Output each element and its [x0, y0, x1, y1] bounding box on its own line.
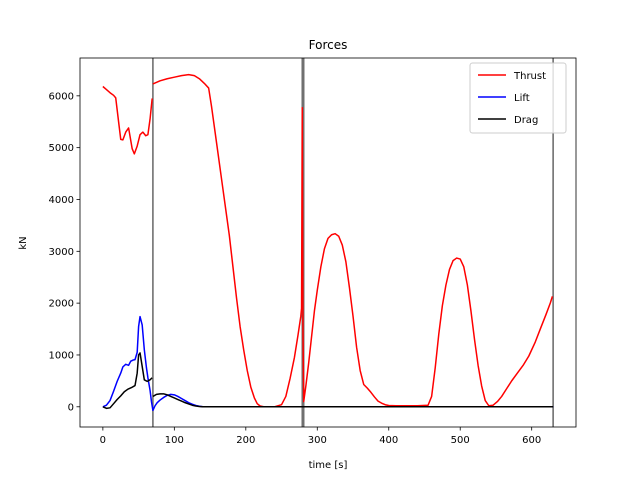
legend-label-lift: Lift: [514, 93, 530, 104]
series-lines: [102, 73, 554, 412]
series-line-thrust-2: [301, 107, 554, 407]
y-tick-label: 2000: [49, 299, 74, 310]
x-tick-label: 300: [308, 435, 327, 446]
series-line-drag-1: [152, 393, 554, 408]
chart-title: Forces: [309, 38, 348, 52]
legend-label-drag: Drag: [514, 115, 538, 126]
y-tick-label: 1000: [49, 350, 74, 361]
series-line-drag-0: [102, 352, 153, 410]
x-ticks: 0 100 200 300 400 500 600: [100, 427, 541, 446]
plot-frame: [79, 57, 577, 428]
y-tick-label: 6000: [49, 91, 74, 102]
y-tick-label: 3000: [49, 247, 74, 258]
legend-label-thrust: Thrust: [513, 71, 546, 82]
y-axis-label: kN: [18, 236, 29, 249]
series-line-thrust-0: [102, 85, 153, 155]
legend: Thrust Lift Drag: [469, 62, 567, 134]
x-tick-label: 0: [100, 435, 106, 446]
series-line-thrust-1: [152, 73, 304, 408]
axes: [79, 57, 577, 428]
legend-box: [469, 62, 567, 134]
x-tick-label: 200: [236, 435, 255, 446]
x-tick-label: 400: [379, 435, 398, 446]
x-tick-label: 100: [165, 435, 184, 446]
x-tick-label: 600: [522, 435, 541, 446]
y-tick-label: 0: [68, 402, 74, 413]
y-ticks: 0 1000 2000 3000 4000 5000 6000: [49, 91, 80, 413]
y-tick-label: 4000: [49, 195, 74, 206]
x-tick-label: 500: [451, 435, 470, 446]
x-axis-label: time [s]: [309, 460, 348, 471]
y-tick-label: 5000: [49, 143, 74, 154]
